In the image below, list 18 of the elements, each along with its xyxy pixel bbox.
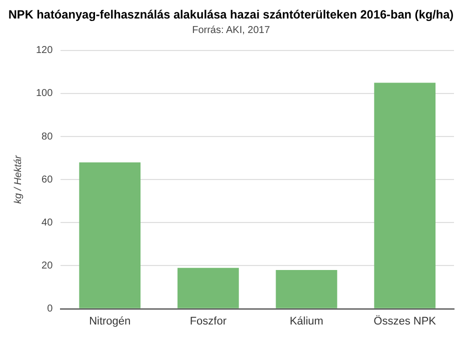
- x-tick-label: Nitrogén: [89, 315, 131, 328]
- y-tick-label: 40: [42, 217, 54, 228]
- y-tick-label: 100: [36, 88, 54, 100]
- bar: [276, 270, 338, 308]
- y-tick-label: 80: [42, 131, 54, 142]
- bar: [374, 82, 436, 308]
- y-tick-label: 120: [36, 45, 54, 56]
- bar: [79, 162, 141, 308]
- chart-title: NPK hatóanyag-felhasználás alakulása hazai szántóterülteken 2016-ban (kg/ha): [8, 7, 454, 22]
- y-tick-label: 20: [42, 260, 54, 272]
- x-tick-label: Kálium: [290, 315, 324, 328]
- x-tick-label: Összes NPK: [374, 314, 437, 328]
- y-tick-label: 0: [47, 304, 54, 315]
- x-tick-label: Foszfor: [190, 315, 227, 328]
- bar: [178, 268, 239, 308]
- y-tick-label: 60: [42, 174, 54, 186]
- y-axis-title: kg / Hektár: [12, 154, 24, 204]
- chart-subtitle: Forrás: AKI, 2017: [192, 25, 270, 36]
